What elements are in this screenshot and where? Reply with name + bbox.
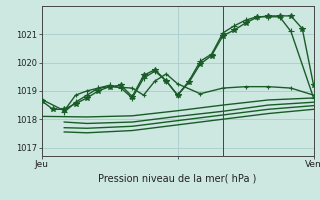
X-axis label: Pression niveau de la mer( hPa ): Pression niveau de la mer( hPa ) (99, 173, 257, 183)
